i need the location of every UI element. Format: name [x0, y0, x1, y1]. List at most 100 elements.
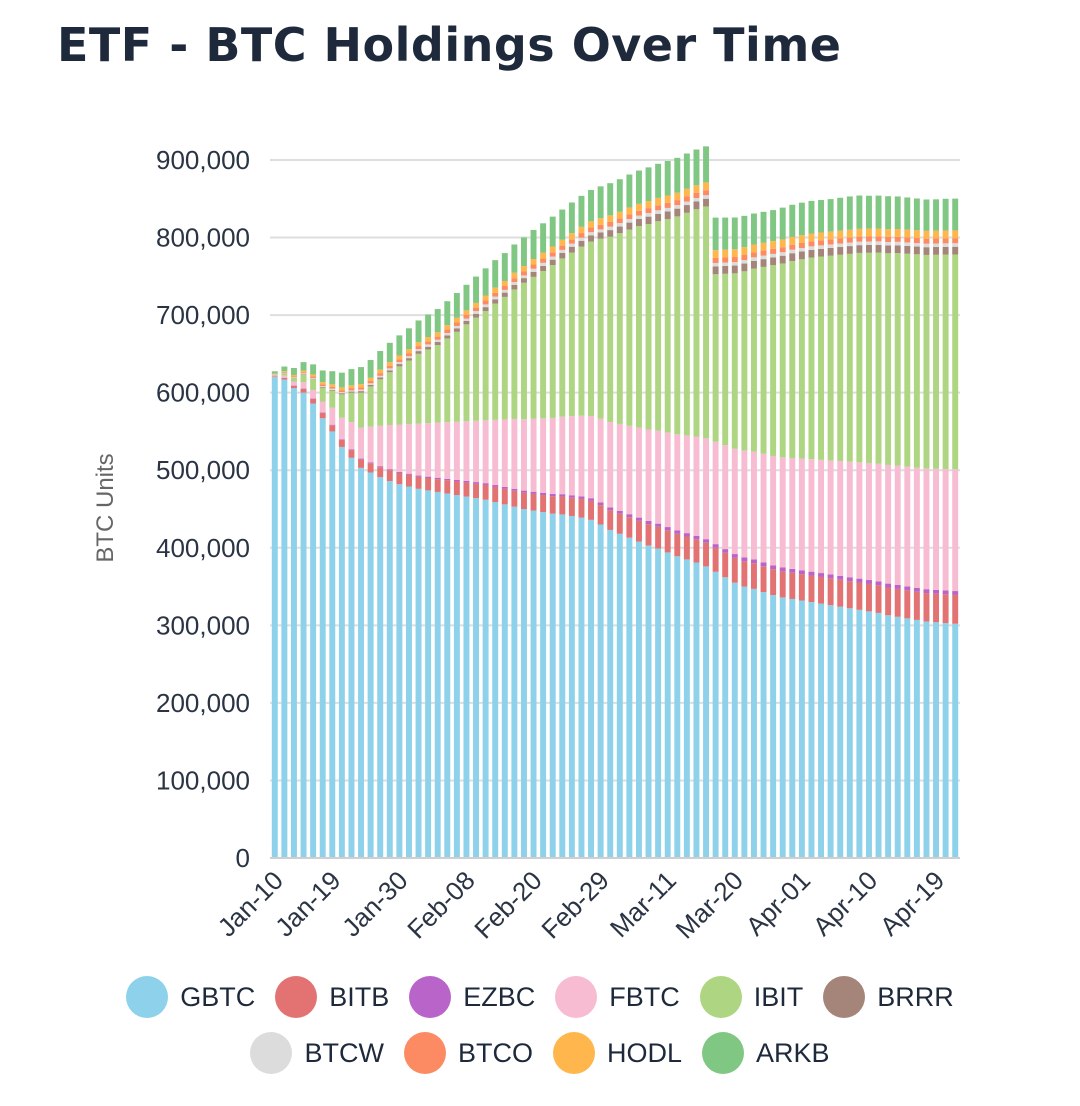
- bar-segment-arkb: [415, 320, 422, 343]
- legend-label: EZBC: [463, 981, 536, 1012]
- bar-segment-hodl: [865, 228, 872, 237]
- bar-segment-arkb: [770, 210, 777, 242]
- bar-segment-brrr: [789, 253, 796, 261]
- bar-segment-arkb: [540, 223, 547, 253]
- bar-segment-bitb: [712, 547, 719, 572]
- legend-label: ARKB: [755, 1037, 830, 1068]
- legend-item-bitb[interactable]: BITB: [275, 976, 389, 1018]
- bar-segment-ibit: [396, 366, 403, 425]
- legend-item-hodl[interactable]: HODL: [552, 1032, 682, 1074]
- bar-segment-ezbc: [952, 591, 959, 595]
- legend-item-ezbc[interactable]: EZBC: [409, 976, 535, 1018]
- y-tick-label: 400,000: [156, 533, 250, 563]
- bar-segment-btcw: [760, 255, 767, 260]
- bar-segment-fbtc: [837, 461, 844, 576]
- bar-segment-ibit: [703, 206, 710, 439]
- legend-item-ibit[interactable]: IBIT: [699, 976, 803, 1018]
- bar-segment-btco: [377, 373, 384, 376]
- bar-segment-ezbc: [386, 469, 393, 471]
- bar-segment-fbtc: [703, 438, 710, 540]
- legend-item-btcw[interactable]: BTCW: [250, 1032, 384, 1074]
- legend-item-brrr[interactable]: BRRR: [823, 976, 954, 1018]
- bar-segment-ibit: [377, 379, 384, 426]
- bar-segment-bitb: [952, 594, 959, 624]
- bar-segment-arkb: [808, 200, 815, 234]
- bar-segment-btcw: [779, 252, 786, 256]
- bar-segment-ibit: [683, 212, 690, 436]
- bar-segment-bitb: [348, 450, 355, 458]
- bar-segment-btco: [827, 239, 834, 245]
- bar-segment-brrr: [473, 313, 480, 318]
- bar-segment-hodl: [750, 244, 757, 253]
- bar-segment-fbtc: [482, 420, 489, 484]
- bar-segment-fbtc: [568, 416, 575, 496]
- bar-segment-fbtc: [875, 463, 882, 582]
- bar-segment-hodl: [300, 370, 307, 373]
- bar-segment-arkb: [492, 260, 499, 288]
- bar-segment-bitb: [444, 480, 451, 494]
- bar-segment-ibit: [616, 233, 623, 424]
- bar-segment-ezbc: [913, 587, 920, 592]
- bar-segment-bitb: [818, 576, 825, 604]
- bar-segment-btcw: [520, 275, 527, 279]
- bar-segment-bitb: [511, 490, 518, 507]
- bar-segment-ezbc: [645, 521, 652, 525]
- bar-segment-bitb: [731, 557, 738, 583]
- legend-swatch: [409, 976, 452, 1018]
- bar-segment-gbtc: [818, 603, 825, 858]
- bar-segment-gbtc: [827, 605, 834, 858]
- bar-segment-btcw: [338, 392, 345, 394]
- bar-segment-ezbc: [329, 424, 336, 426]
- bar-segment-ezbc: [616, 510, 623, 514]
- bar-segment-ezbc: [501, 486, 508, 489]
- bar-segment-ezbc: [530, 491, 537, 494]
- bar-segment-ibit: [827, 255, 834, 461]
- bar-segment-bitb: [549, 496, 556, 514]
- bar-segment-btco: [415, 346, 422, 350]
- bar-segment-btcw: [415, 349, 422, 352]
- bar-segment-arkb: [501, 253, 508, 281]
- bar-segment-ibit: [731, 273, 738, 449]
- bar-segment-hodl: [856, 228, 863, 237]
- bar-segment-arkb: [798, 202, 805, 236]
- legend-label: BITB: [329, 981, 390, 1012]
- bar-segment-btcw: [473, 311, 480, 314]
- bar-segment-btco: [482, 300, 489, 305]
- y-tick-label: 0: [236, 843, 250, 873]
- bar-segment-hodl: [501, 280, 508, 287]
- legend-swatch: [403, 1032, 446, 1074]
- bar-segment-hodl: [444, 325, 451, 330]
- legend-item-btco[interactable]: BTCO: [403, 1032, 533, 1074]
- bar-segment-bitb: [789, 572, 796, 599]
- bar-segment-bitb: [655, 526, 662, 549]
- legend-item-arkb[interactable]: ARKB: [701, 1032, 830, 1074]
- bar-segment-hodl: [664, 195, 671, 203]
- bar-segment-brrr: [396, 364, 403, 367]
- bar-segment-ezbc: [453, 479, 460, 482]
- bar-segment-hodl: [626, 207, 633, 215]
- bar-segment-btco: [310, 376, 317, 378]
- legend-item-gbtc[interactable]: GBTC: [126, 976, 255, 1018]
- bar-segment-fbtc: [635, 427, 642, 518]
- x-tick-label: Feb-29: [535, 865, 614, 944]
- bar-segment-gbtc: [789, 598, 796, 858]
- bar-segment-ezbc: [770, 565, 777, 570]
- bar-segment-arkb: [846, 196, 853, 230]
- bar-segment-bitb: [741, 561, 748, 587]
- bar-segment-bitb: [770, 569, 777, 596]
- bar-segment-fbtc: [434, 422, 441, 478]
- legend-item-fbtc[interactable]: FBTC: [555, 976, 680, 1018]
- bar-segment-ezbc: [396, 471, 403, 473]
- bar-segment-hodl: [875, 228, 882, 237]
- bar-segment-brrr: [319, 386, 326, 388]
- bar-segment-btcw: [655, 210, 662, 214]
- bar-segment-hodl: [530, 259, 537, 265]
- bar-segment-fbtc: [310, 389, 317, 399]
- bar-segment-bitb: [319, 412, 326, 419]
- bar-segment-fbtc: [645, 429, 652, 522]
- bar-segment-ezbc: [664, 527, 671, 531]
- bar-segment-arkb: [568, 202, 575, 234]
- bar-segment-brrr: [626, 222, 633, 230]
- bar-segment-hodl: [837, 230, 844, 239]
- legend-label: BTCW: [304, 1037, 384, 1068]
